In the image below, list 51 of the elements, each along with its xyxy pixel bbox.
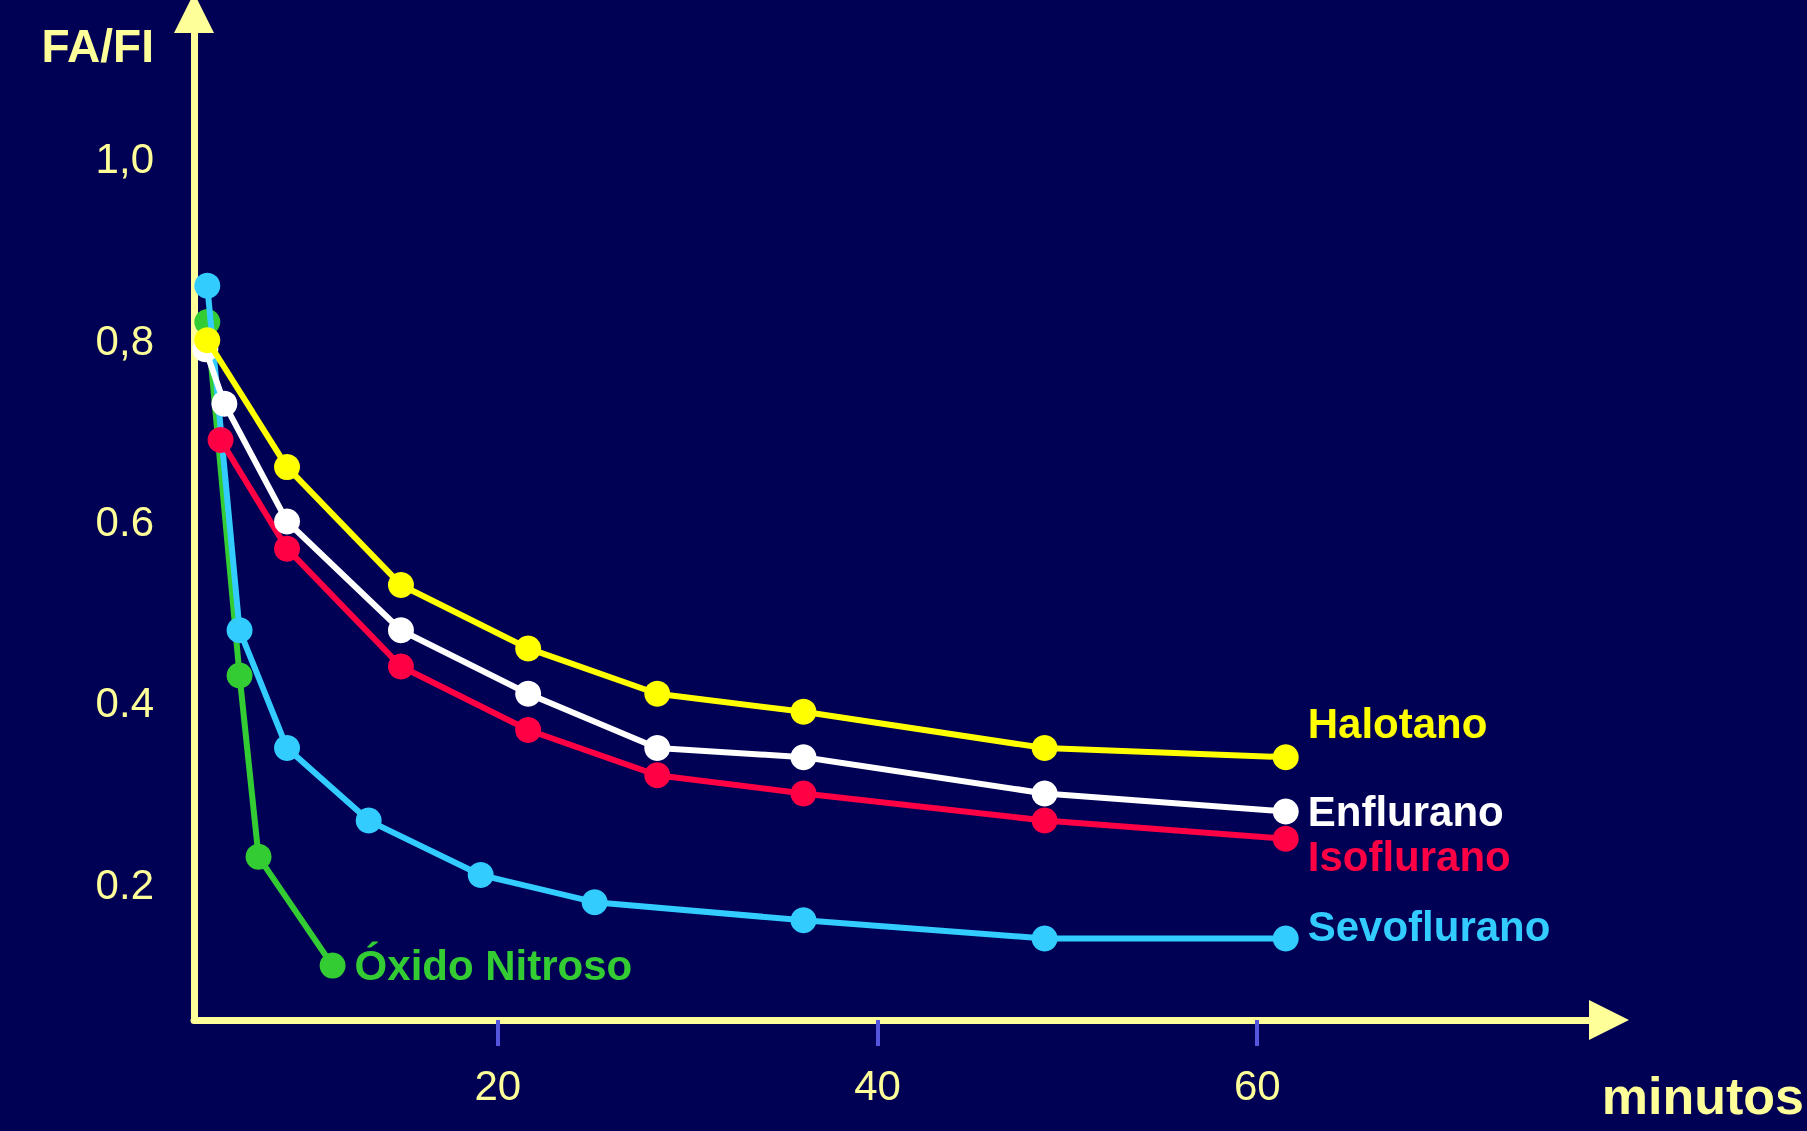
point [790,907,817,934]
point [515,716,542,743]
point [387,653,414,680]
point [355,807,382,834]
point [1031,807,1058,834]
point [644,680,671,707]
point [319,952,346,979]
point [1272,925,1299,952]
point [226,662,253,689]
series-label: Halotano [1307,699,1488,747]
x-tick-label: 60 [1233,1061,1281,1109]
point [790,698,817,725]
x-axis-title: minutos [1601,1067,1804,1125]
x-tick-label: 20 [474,1061,522,1109]
point [790,744,817,771]
point [274,535,301,562]
point [1031,925,1058,952]
y-axis-title: FA/FI [41,20,154,72]
point [581,889,608,916]
point [274,508,301,535]
y-tick-label: 1,0 [95,135,154,183]
point [274,735,301,762]
point [207,426,234,453]
point [467,861,494,888]
point [1031,780,1058,807]
point [1272,825,1299,852]
y-tick-label: 0.6 [95,498,154,545]
point [211,390,238,417]
point [194,327,221,354]
point [194,272,221,299]
point [226,617,253,644]
point [644,735,671,762]
point [790,780,817,807]
point [387,571,414,598]
point [274,454,301,481]
point [515,680,542,707]
point [387,617,414,644]
y-tick-label: 0,8 [95,316,154,364]
y-tick-label: 0.2 [95,860,154,908]
series-label: Isoflurano [1307,833,1511,881]
x-tick-label: 40 [854,1061,901,1109]
point [1272,798,1299,825]
point [245,843,272,870]
series-label: Óxido Nitroso [354,941,633,990]
point [644,762,671,789]
point [515,635,542,662]
y-tick-label: 0.4 [95,679,154,727]
point [1031,735,1058,762]
series-label: Enflurano [1307,788,1504,836]
series-label: Sevoflurano [1307,902,1551,950]
point [1272,744,1299,771]
